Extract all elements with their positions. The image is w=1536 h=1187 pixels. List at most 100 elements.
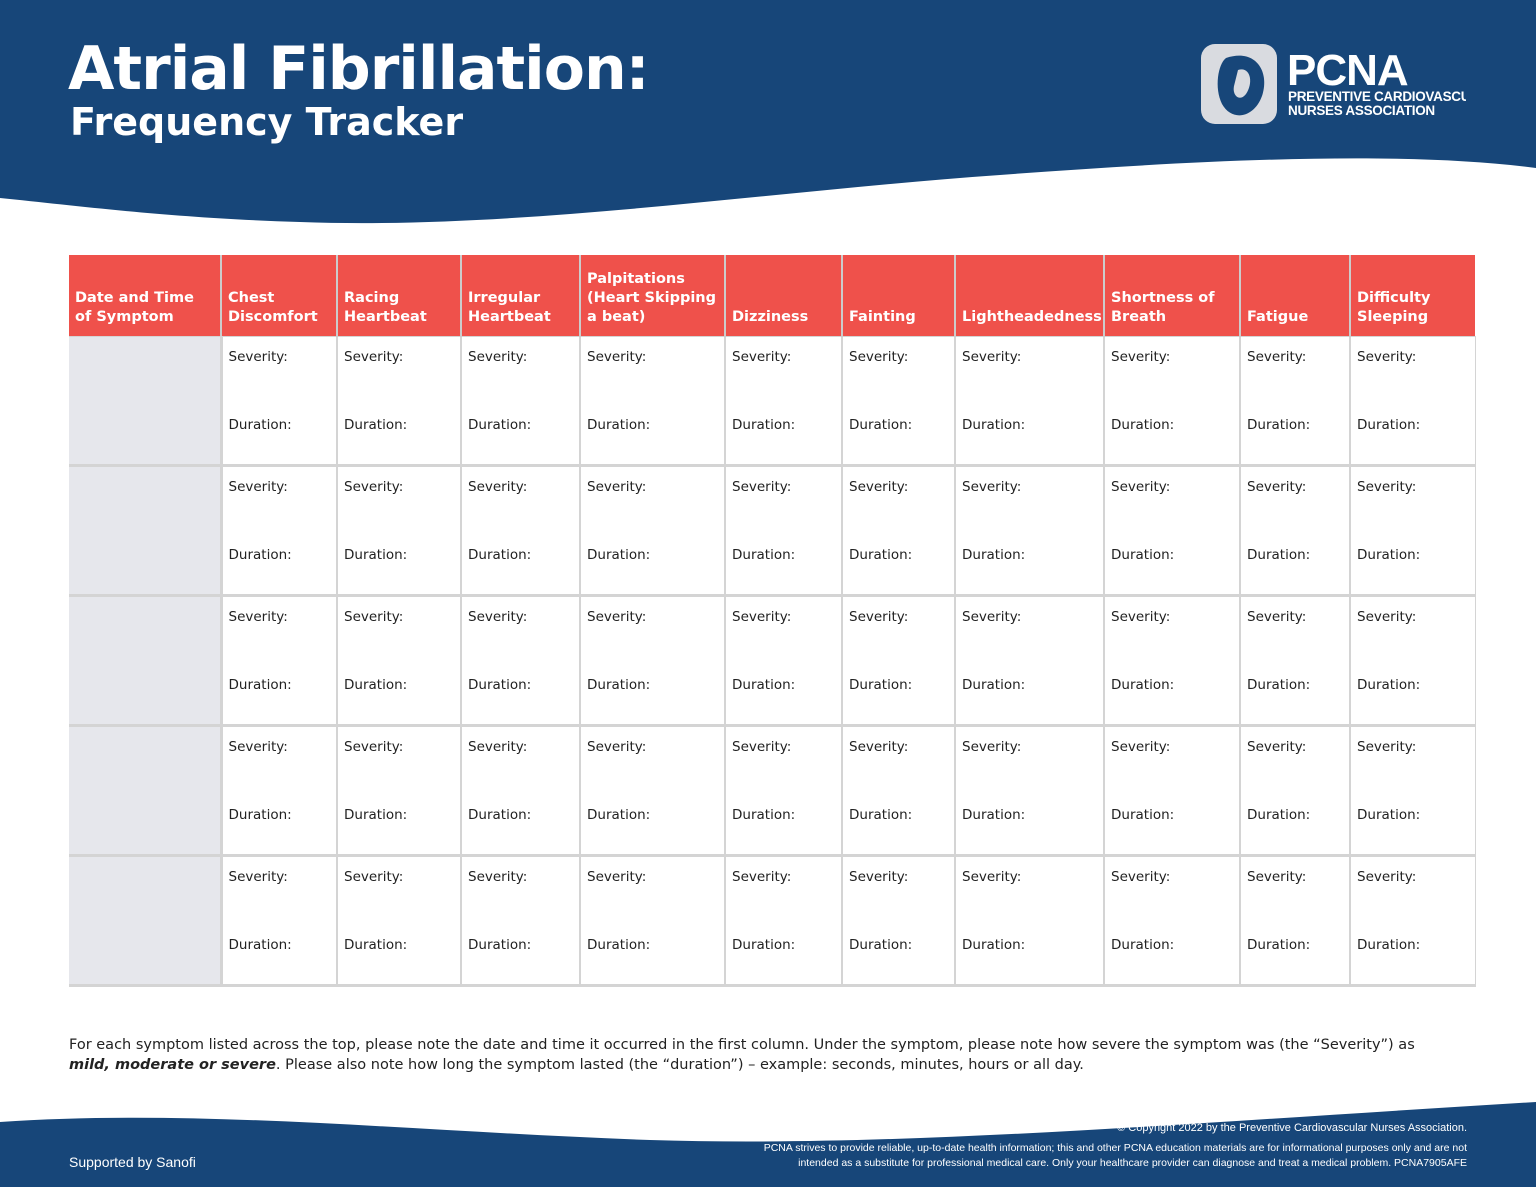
symptom-cell: Severity: Duration: — [460, 465, 581, 597]
symptom-cell: Severity: Duration: — [579, 855, 726, 987]
note-text: . Please also note how long the symptom … — [275, 1057, 1084, 1073]
severity-label: Severity: — [849, 609, 909, 625]
severity-label: Severity: — [1357, 349, 1417, 365]
severity-label: Severity: — [962, 609, 1022, 625]
severity-label: Severity: — [228, 739, 288, 755]
duration-label: Duration: — [1357, 807, 1421, 823]
column-header: Date and Time of Symptom — [69, 255, 221, 337]
symptom-cell: Severity: Duration: — [1239, 595, 1351, 727]
severity-label: Severity: — [732, 479, 792, 495]
table-row: Severity: Duration: Severity: Duration: Seve… — [69, 855, 1476, 987]
severity-label: Severity: — [1247, 869, 1307, 885]
symptom-cell: Severity: Duration: — [1103, 725, 1241, 857]
severity-label: Severity: — [732, 349, 792, 365]
severity-label: Severity: — [1111, 869, 1171, 885]
severity-label: Severity: — [468, 479, 528, 495]
duration-label: Duration: — [344, 417, 408, 433]
duration-label: Duration: — [1357, 677, 1421, 693]
symptom-cell: Severity: Duration: — [220, 725, 338, 857]
duration-label: Duration: — [468, 807, 532, 823]
duration-label: Duration: — [344, 807, 408, 823]
severity-label: Severity: — [1357, 739, 1417, 755]
instructions: For each symptom listed across the top, … — [69, 1035, 1439, 1075]
supported-by: Supported by Sanofi — [69, 1154, 196, 1170]
duration-label: Duration: — [228, 547, 292, 563]
severity-label: Severity: — [962, 869, 1022, 885]
duration-label: Duration: — [1111, 807, 1175, 823]
severity-label: Severity: — [1247, 349, 1307, 365]
symptom-cell: Severity: Duration: — [1103, 336, 1241, 467]
duration-label: Duration: — [344, 547, 408, 563]
duration-label: Duration: — [468, 677, 532, 693]
symptom-cell: Severity: Duration: — [336, 465, 462, 597]
severity-label: Severity: — [1111, 349, 1171, 365]
duration-label: Duration: — [228, 807, 292, 823]
severity-label: Severity: — [228, 869, 288, 885]
symptom-cell: Severity: Duration: — [841, 595, 956, 727]
duration-label: Duration: — [1357, 937, 1421, 953]
symptom-cell: Severity: Duration: — [1103, 465, 1241, 597]
table-row: Severity: Duration: Severity: Duration: Seve… — [69, 595, 1476, 727]
note-text: For each symptom listed across the top, … — [69, 1037, 1415, 1053]
column-header: Irregular Heartbeat — [460, 255, 580, 337]
symptom-cell: Severity: Duration: — [954, 465, 1105, 597]
duration-label: Duration: — [587, 807, 651, 823]
duration-label: Duration: — [962, 417, 1026, 433]
severity-label: Severity: — [587, 739, 647, 755]
symptom-cell: Severity: Duration: — [1349, 855, 1476, 987]
severity-label: Severity: — [1111, 479, 1171, 495]
severity-label: Severity: — [344, 479, 404, 495]
duration-label: Duration: — [468, 547, 532, 563]
duration-label: Duration: — [1247, 807, 1311, 823]
logo-mark — [1201, 44, 1277, 124]
column-header: Palpitations (Heart Skipping a beat) — [579, 255, 725, 337]
copyright: © Copyright 2022 by the Preventive Cardi… — [1117, 1122, 1467, 1134]
symptom-cell: Severity: Duration: — [1239, 725, 1351, 857]
severity-label: Severity: — [962, 349, 1022, 365]
duration-label: Duration: — [849, 937, 913, 953]
symptom-cell: Severity: Duration: — [724, 595, 843, 727]
symptom-cell: Severity: Duration: — [220, 855, 338, 987]
severity-label: Severity: — [732, 739, 792, 755]
header-row: Date and Time of Symptom Chest Discomfort… — [69, 255, 1475, 337]
severity-label: Severity: — [1357, 479, 1417, 495]
severity-label: Severity: — [849, 479, 909, 495]
symptom-cell: Severity: Duration: — [1349, 725, 1476, 857]
duration-label: Duration: — [1111, 417, 1175, 433]
symptom-cell: Severity: Duration: — [1103, 855, 1241, 987]
duration-label: Duration: — [1357, 547, 1421, 563]
severity-label: Severity: — [587, 349, 647, 365]
duration-label: Duration: — [732, 937, 796, 953]
duration-label: Duration: — [1111, 677, 1175, 693]
severity-label: Severity: — [849, 869, 909, 885]
duration-label: Duration: — [849, 807, 913, 823]
column-header: Fatigue — [1239, 255, 1350, 337]
symptom-cell: Severity: Duration: — [220, 595, 338, 727]
symptom-cell: Severity: Duration: — [724, 465, 843, 597]
severity-label: Severity: — [1111, 739, 1171, 755]
duration-label: Duration: — [468, 937, 532, 953]
date-cell — [69, 336, 223, 467]
duration-label: Duration: — [1247, 547, 1311, 563]
symptom-cell: Severity: Duration: — [954, 725, 1105, 857]
symptom-cell: Severity: Duration: — [724, 336, 843, 467]
date-cell — [69, 595, 223, 727]
logo-name: PCNA — [1287, 46, 1409, 95]
table-row: Severity: Duration: Severity: Duration: Seve… — [69, 336, 1476, 467]
duration-label: Duration: — [587, 677, 651, 693]
severity-label: Severity: — [228, 479, 288, 495]
severity-label: Severity: — [468, 869, 528, 885]
duration-label: Duration: — [849, 417, 913, 433]
disclaimer: PCNA strives to provide reliable, up-to-… — [763, 1142, 1467, 1154]
symptom-cell: Severity: Duration: — [724, 725, 843, 857]
severity-label: Severity: — [1247, 479, 1307, 495]
duration-label: Duration: — [468, 417, 532, 433]
symptom-cell: Severity: Duration: — [1349, 595, 1476, 727]
table-row: Severity: Duration: Severity: Duration: Seve… — [69, 465, 1476, 597]
severity-label: Severity: — [849, 739, 909, 755]
severity-label: Severity: — [587, 479, 647, 495]
column-header: Difficulty Sleeping — [1349, 255, 1475, 337]
symptom-cell: Severity: Duration: — [954, 336, 1105, 467]
